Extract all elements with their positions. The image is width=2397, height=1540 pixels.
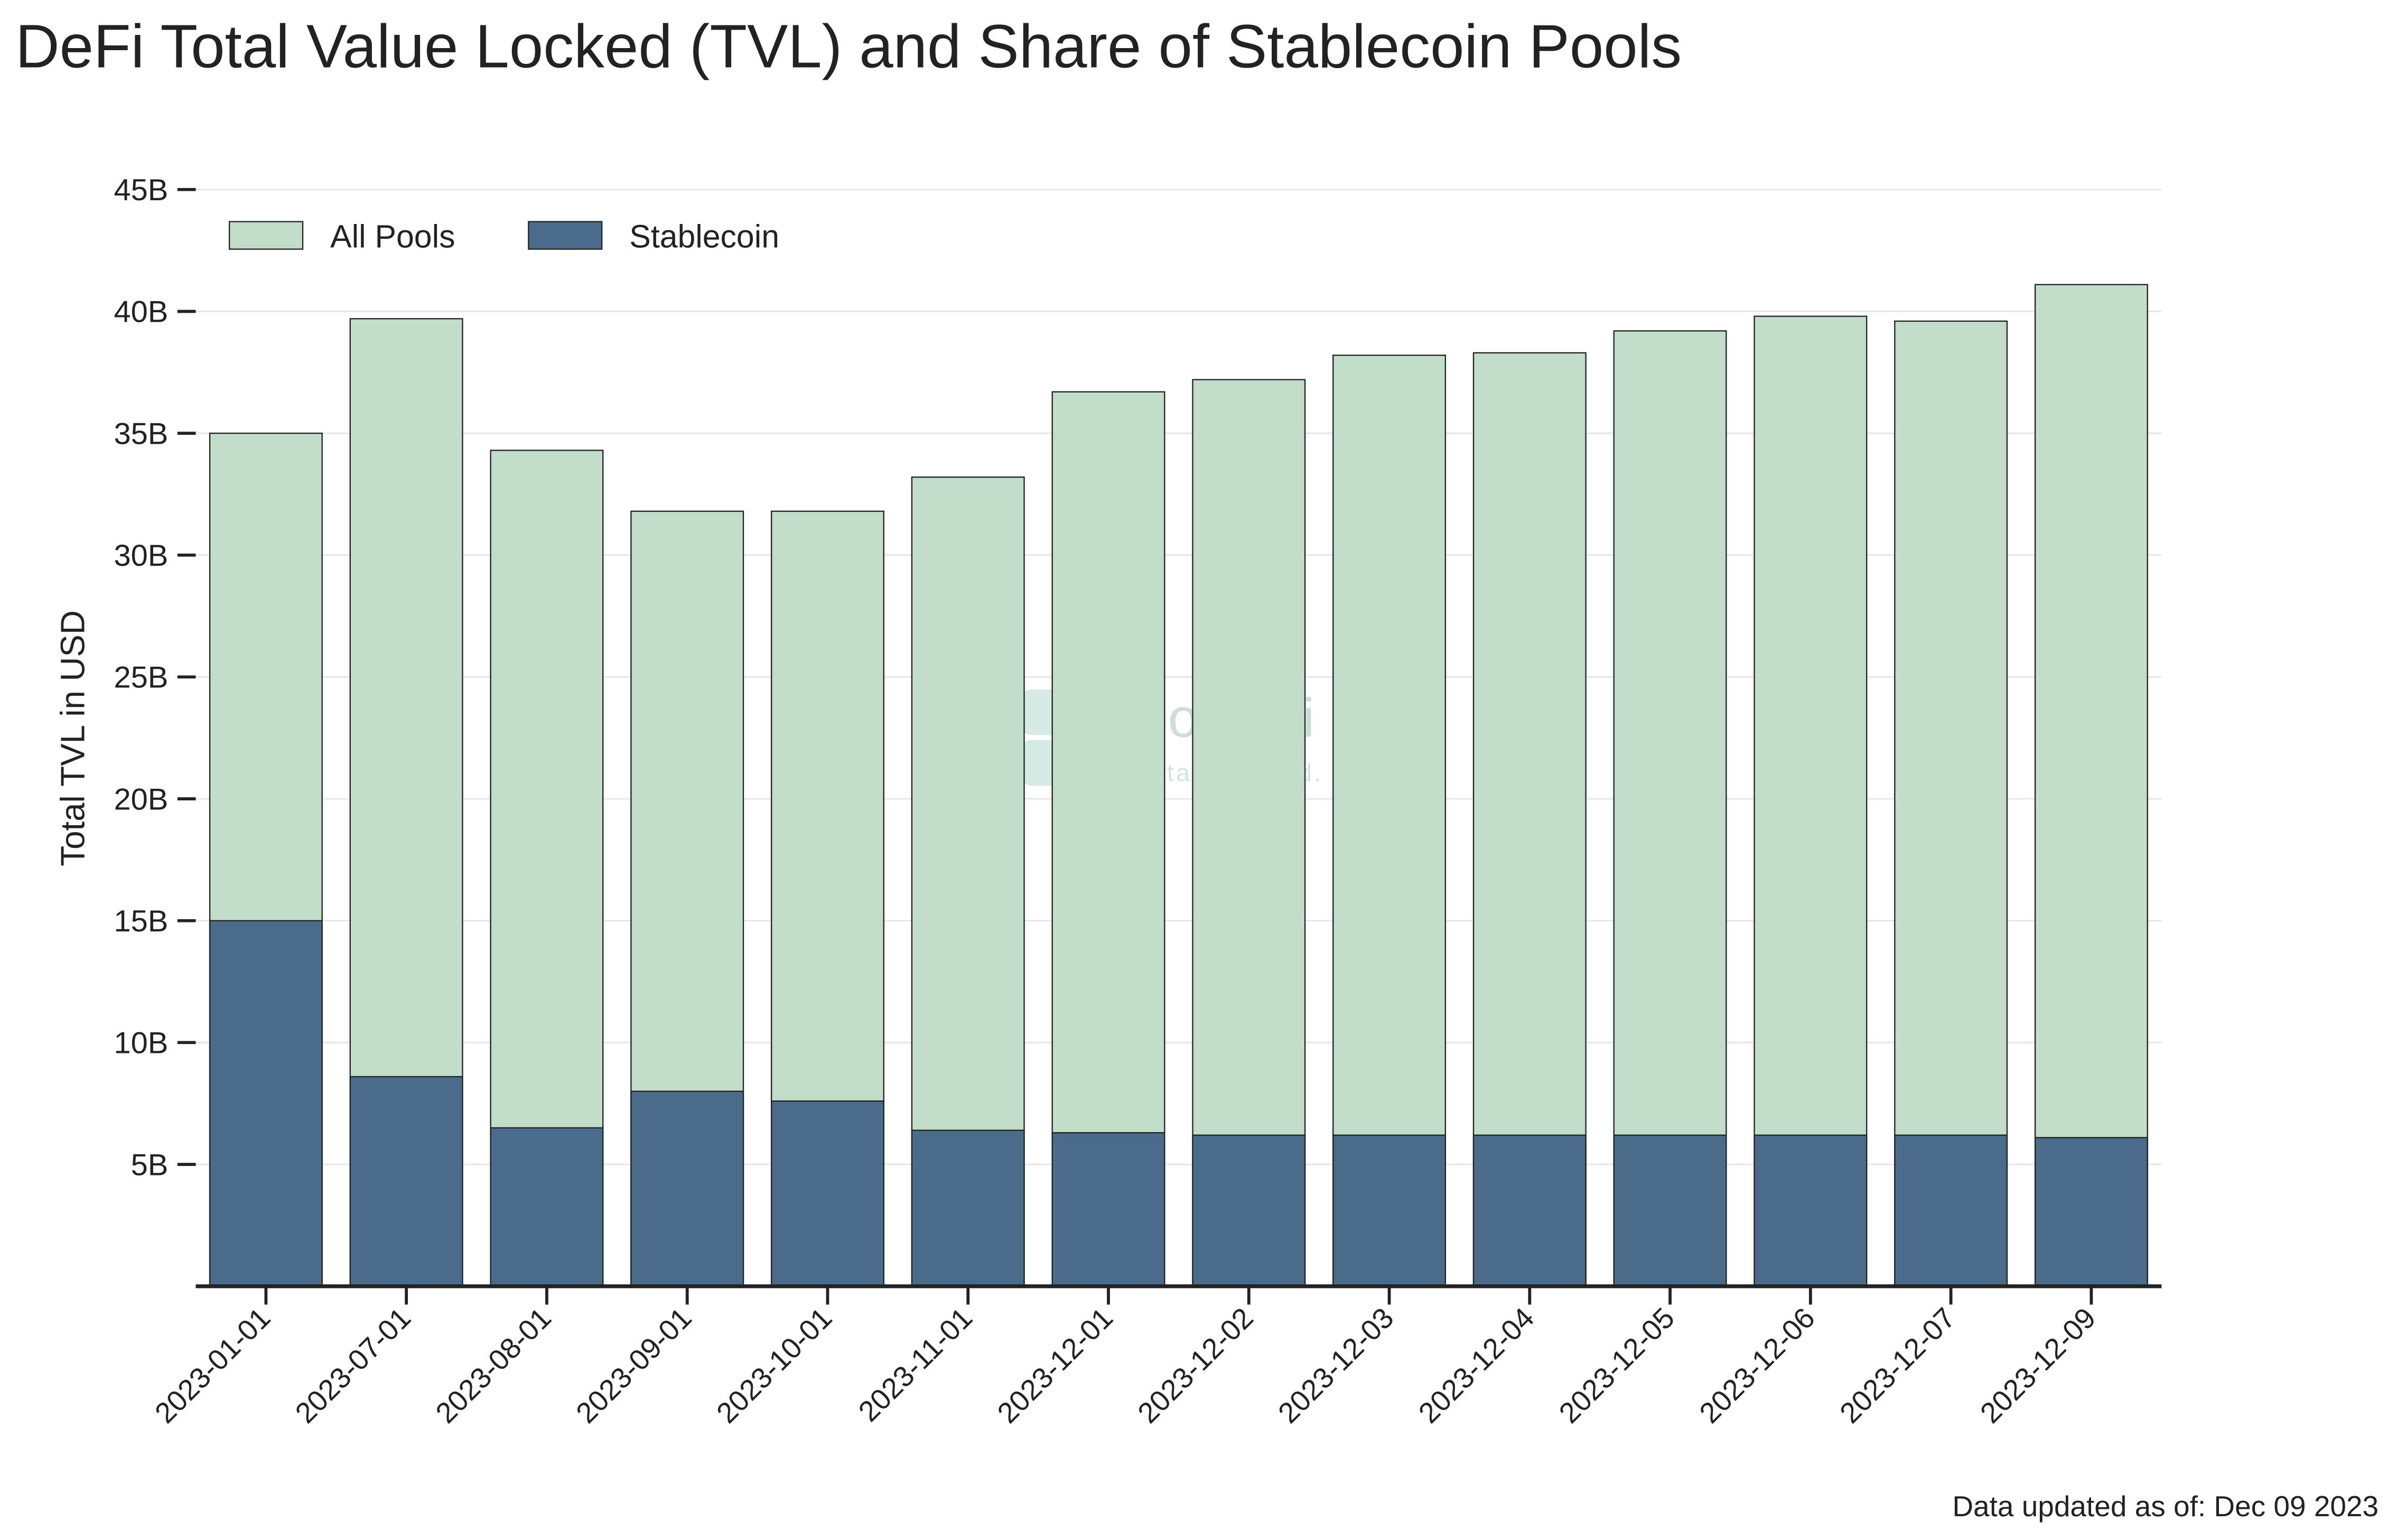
bar: [630, 1090, 744, 1287]
x-tick-label: 2023-12-02: [1131, 1301, 1260, 1430]
x-tick-label: 2023-12-06: [1693, 1301, 1821, 1430]
bar: [911, 1130, 1025, 1287]
bar: [1051, 1132, 1165, 1287]
x-tick-label: 2023-09-01: [570, 1301, 698, 1430]
x-tick-label: 2023-11-01: [852, 1301, 979, 1428]
footer-note: Data updated as of: Dec 09 2023: [1952, 1490, 2379, 1523]
y-tick-label: 15B: [114, 904, 168, 938]
bar: [1332, 1134, 1447, 1287]
y-tick-label: 45B: [114, 173, 168, 207]
bar: [1894, 320, 2008, 1287]
x-tick-label: 2023-12-09: [1974, 1301, 2102, 1430]
x-tick-label: 2023-08-01: [429, 1301, 557, 1430]
chart-title: DeFi Total Value Locked (TVL) and Share …: [15, 12, 1682, 80]
x-tick-label: 2023-01-01: [148, 1301, 277, 1430]
x-tick-label: 2023-12-04: [1412, 1301, 1541, 1430]
bar: [1472, 352, 1587, 1287]
legend-label: All Pools: [330, 219, 455, 255]
bar: [1332, 354, 1447, 1287]
bar: [770, 1100, 884, 1287]
legend-swatch: [228, 221, 304, 250]
y-tick-label: 20B: [114, 782, 168, 816]
legend-swatch: [528, 221, 603, 250]
bar: [1894, 1134, 2008, 1287]
bar: [209, 920, 323, 1287]
bar: [349, 1076, 463, 1287]
y-tick-label: 40B: [114, 295, 168, 329]
y-tick-label: 5B: [131, 1148, 169, 1182]
y-tick-label: 10B: [114, 1026, 168, 1060]
y-tick-label: 25B: [114, 661, 168, 695]
x-tick-label: 2023-10-01: [710, 1301, 838, 1430]
bar: [490, 1127, 604, 1287]
x-tick-label: 2023-12-05: [1552, 1301, 1681, 1430]
y-axis-label: Total TVL in USD: [54, 610, 91, 866]
bar: [1472, 1134, 1587, 1287]
bar: [1754, 1134, 1868, 1287]
bar: [1192, 1134, 1306, 1287]
bar: [2034, 1137, 2148, 1287]
x-tick-label: 2023-12-07: [1833, 1301, 1962, 1430]
x-tick-label: 2023-12-01: [991, 1301, 1119, 1430]
x-tick-label: 2023-12-03: [1272, 1301, 1400, 1430]
bar: [1613, 330, 1727, 1287]
legend-label: Stablecoin: [629, 219, 779, 255]
bar: [1613, 1134, 1727, 1287]
y-tick-label: 30B: [114, 539, 168, 573]
bar: [1754, 315, 1868, 1287]
bar: [2034, 284, 2148, 1287]
y-tick-label: 35B: [114, 417, 168, 451]
x-tick-label: 2023-07-01: [289, 1301, 417, 1430]
